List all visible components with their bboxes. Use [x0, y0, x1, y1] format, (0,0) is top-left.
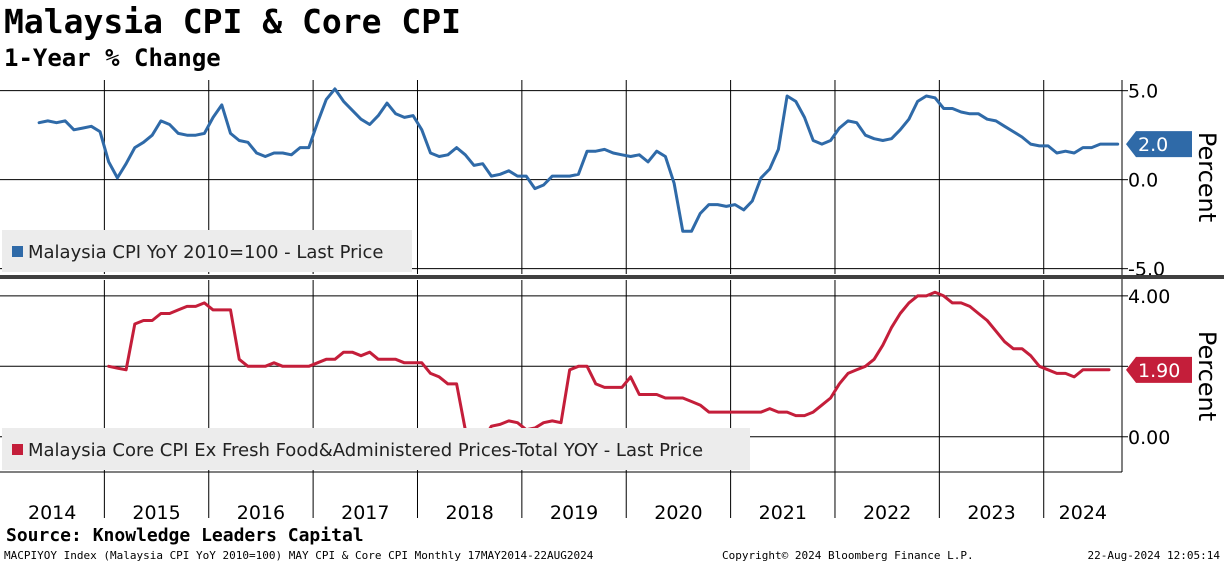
x-tick-label: 2017: [341, 502, 389, 524]
x-tick-label: 2014: [28, 502, 76, 524]
core-y-axis-title: Percent: [1193, 331, 1221, 421]
x-tick-label: 2023: [967, 502, 1015, 524]
core-series-line: [107, 290, 1111, 442]
x-tick-label: 2022: [863, 502, 911, 524]
x-tick-label: 2020: [654, 502, 702, 524]
source-note: Source: Knowledge Leaders Capital: [6, 525, 364, 546]
cpi-y-tick-label: 5.0: [1128, 81, 1158, 103]
core-last-value-label: 1.90: [1138, 360, 1180, 382]
x-tick-label: 2021: [759, 502, 807, 524]
core-legend-swatch: [12, 444, 23, 455]
x-tick-label: 2016: [237, 502, 285, 524]
cpi-legend-box: [2, 230, 412, 272]
cpi-legend-swatch: [12, 246, 23, 257]
cpi-y-axis-title: Percent: [1193, 132, 1221, 222]
core-last-value-tag: [1126, 356, 1192, 383]
core-legend-box: [2, 428, 750, 470]
footer-description: MACPIYOY Index (Malaysia CPI YoY 2010=10…: [4, 549, 594, 562]
footer-timestamp: 22-Aug-2024 12:05:14: [1087, 549, 1220, 562]
core-legend-label: Malaysia Core CPI Ex Fresh Food&Administ…: [28, 440, 703, 461]
footer-copyright: Copyright© 2024 Bloomberg Finance L.P.: [722, 549, 974, 562]
core-y-tick-label: 4.00: [1128, 286, 1170, 308]
cpi-last-value-tag: [1126, 131, 1192, 158]
x-tick-label: 2024: [1059, 502, 1107, 524]
chart-subtitle: 1-Year % Change: [4, 44, 221, 72]
x-tick-label: 2019: [550, 502, 598, 524]
chart-title: Malaysia CPI & Core CPI: [4, 2, 461, 41]
x-tick-label: 2015: [132, 502, 180, 524]
cpi-last-value-label: 2.0: [1138, 134, 1168, 156]
cpi-legend-label: Malaysia CPI YoY 2010=100 - Last Price: [28, 242, 383, 263]
core-y-tick-label: 0.00: [1128, 427, 1170, 449]
x-tick-label: 2018: [445, 502, 493, 524]
cpi-y-tick-label: 0.0: [1128, 170, 1158, 192]
cpi-series-line: [37, 87, 1120, 233]
panel-divider: [0, 275, 1224, 279]
